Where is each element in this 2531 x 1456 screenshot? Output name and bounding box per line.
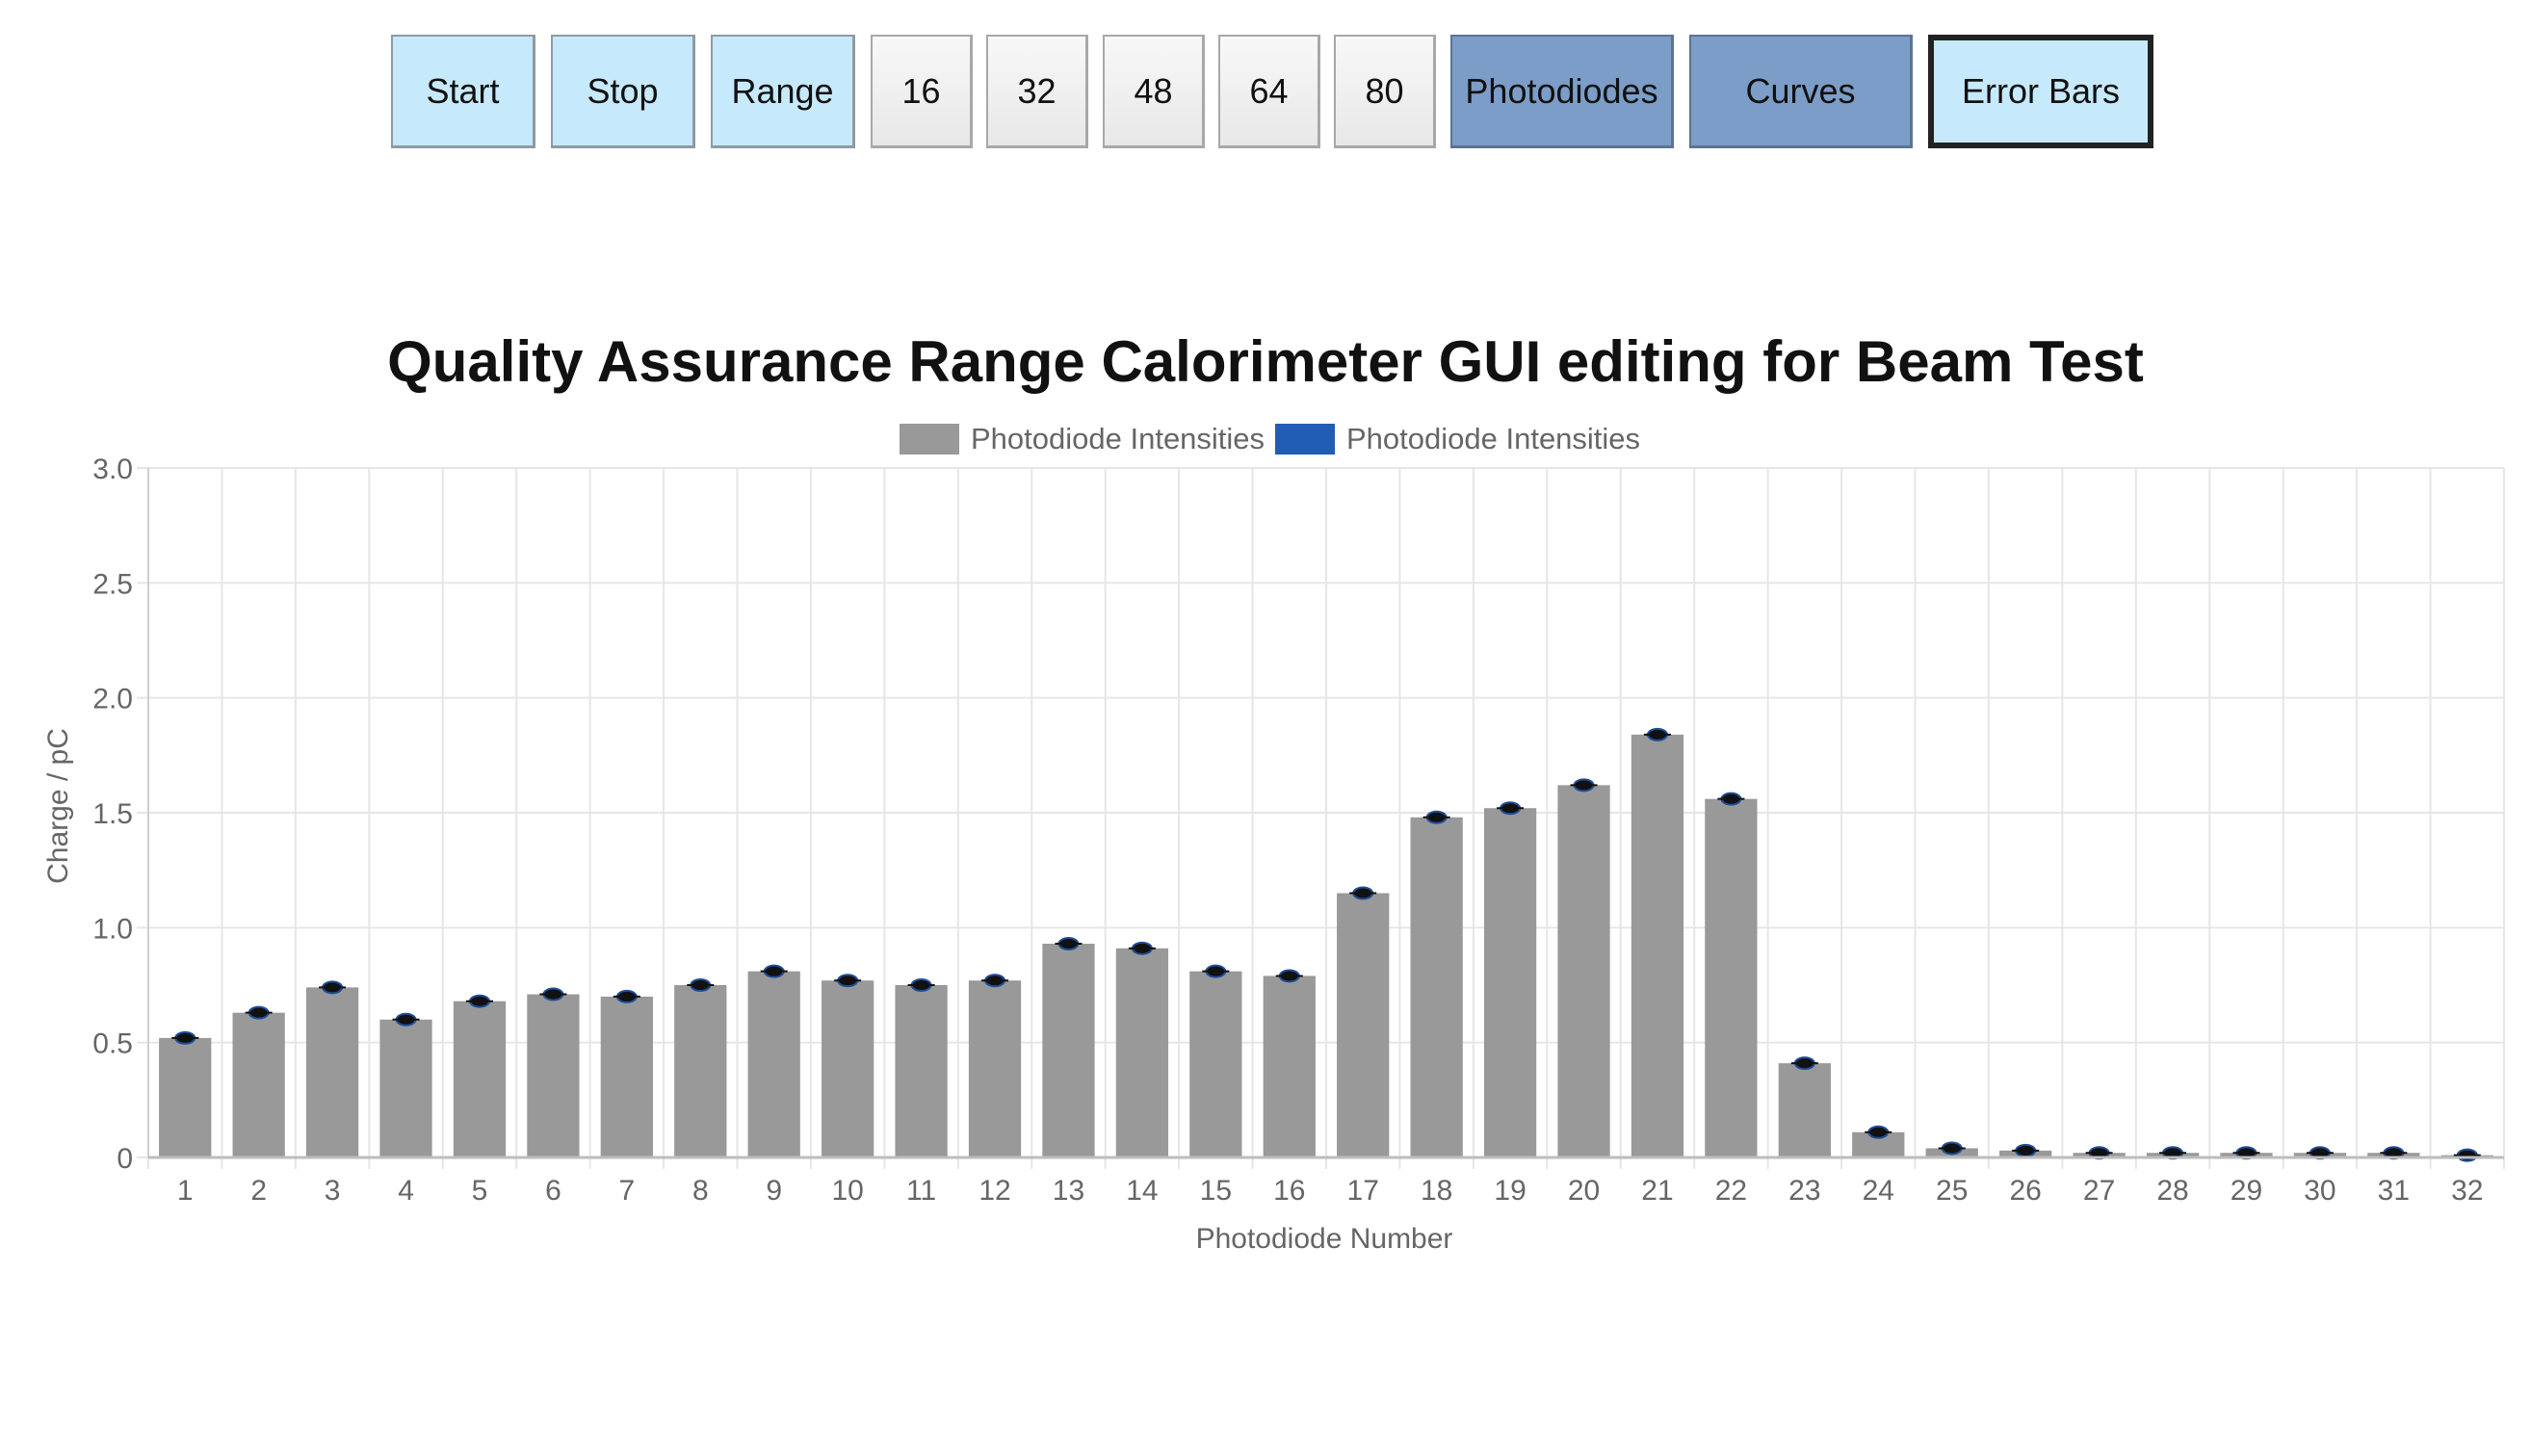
bar-photodiode-6: [527, 994, 580, 1157]
y-tick-label: 0.5: [92, 1028, 133, 1060]
bar-photodiode-1: [159, 1037, 212, 1157]
x-tick-label: 32: [2451, 1175, 2483, 1207]
channels-16-button[interactable]: 16: [871, 35, 973, 148]
channels-48-button[interactable]: 48: [1103, 35, 1205, 148]
x-tick-label: 25: [1936, 1175, 1968, 1207]
channels-32-button[interactable]: 32: [986, 35, 1088, 148]
range-button[interactable]: Range: [711, 35, 855, 148]
x-tick-label: 5: [472, 1175, 488, 1207]
bar-photodiode-8: [674, 985, 727, 1157]
bar-photodiode-2: [232, 1012, 285, 1157]
x-tick-label: 22: [1715, 1175, 1747, 1207]
x-tick-label: 15: [1200, 1175, 1232, 1207]
toolbar: Start Stop Range 16 32 48 64 80 Photodio…: [0, 35, 2531, 150]
bar-photodiode-7: [600, 996, 653, 1157]
stop-button[interactable]: Stop: [551, 35, 695, 148]
legend-swatch-photodiode-intensities-blue: [1275, 424, 1335, 455]
legend-label-photodiode-intensities-grey: Photodiode Intensities: [971, 422, 1265, 455]
x-tick-label: 7: [619, 1175, 636, 1207]
x-tick-label: 20: [1568, 1175, 1600, 1207]
x-tick-label: 28: [2156, 1175, 2188, 1207]
error-markers: [171, 727, 2481, 1162]
bar-photodiode-19: [1483, 808, 1537, 1157]
x-tick-label: 26: [2009, 1175, 2041, 1207]
bar-photodiode-16: [1263, 975, 1316, 1157]
x-tick-label: 9: [766, 1175, 782, 1207]
bar-photodiode-17: [1337, 893, 1390, 1157]
x-tick-label: 29: [2231, 1175, 2262, 1207]
x-tick-label: 19: [1494, 1175, 1526, 1207]
bar-photodiode-3: [305, 987, 359, 1157]
error-bars-button[interactable]: Error Bars: [1928, 35, 2153, 148]
x-tick-label: 8: [692, 1175, 709, 1207]
y-tick-label: 3.0: [92, 454, 133, 485]
x-tick-label: 12: [978, 1175, 1010, 1207]
x-tick-label: 1: [177, 1175, 194, 1207]
photodiodes-button[interactable]: Photodiodes: [1450, 35, 1674, 148]
y-tick-label: 1.0: [92, 913, 133, 945]
x-tick-label: 31: [2378, 1175, 2410, 1207]
y-axis-label: Charge / pC: [42, 728, 74, 884]
y-tick-label: 2.5: [92, 568, 133, 600]
x-tick-label: 11: [906, 1175, 936, 1207]
bar-photodiode-18: [1410, 817, 1463, 1157]
x-tick-label: 18: [1421, 1175, 1452, 1207]
x-tick-label: 14: [1126, 1175, 1158, 1207]
bar-photodiode-13: [1042, 944, 1095, 1157]
x-tick-label: 27: [2083, 1175, 2115, 1207]
y-tick-label: 1.5: [92, 798, 133, 830]
x-tick-label: 17: [1347, 1175, 1379, 1207]
x-tick-label: 3: [325, 1175, 341, 1207]
bar-photodiode-9: [747, 971, 800, 1157]
bar-photodiode-20: [1557, 785, 1610, 1157]
bar-photodiode-21: [1631, 734, 1684, 1157]
x-tick-label: 13: [1053, 1175, 1084, 1207]
x-tick-label: 10: [831, 1175, 863, 1207]
x-tick-label: 23: [1788, 1175, 1820, 1207]
x-tick-label: 4: [398, 1175, 414, 1207]
x-tick-label: 2: [250, 1175, 267, 1207]
curves-button[interactable]: Curves: [1689, 35, 1913, 148]
bar-photodiode-11: [895, 985, 948, 1157]
bar-photodiode-12: [968, 980, 1022, 1157]
channels-80-button[interactable]: 80: [1334, 35, 1436, 148]
y-tick-label: 2.0: [92, 684, 133, 715]
x-axis-label: Photodiode Number: [1196, 1223, 1453, 1255]
y-tick-label: 0: [117, 1143, 133, 1175]
x-tick-label: 16: [1273, 1175, 1305, 1207]
bar-photodiode-5: [453, 1001, 507, 1157]
chart-axes: 00.51.01.52.02.53.01 2 3 4 5 6 7 8 9 10 11 12 13 14 15…: [92, 454, 2504, 1207]
legend-label-photodiode-intensities-blue: Photodiode Intensities: [1346, 422, 1640, 455]
bar-photodiode-14: [1115, 948, 1169, 1157]
channels-64-button[interactable]: 64: [1218, 35, 1320, 148]
bar-photodiode-4: [379, 1019, 432, 1157]
bar-photodiode-15: [1189, 971, 1242, 1157]
x-tick-label: 21: [1641, 1175, 1673, 1207]
legend-swatch-photodiode-intensities-grey: [900, 424, 959, 455]
bar-photodiode-23: [1778, 1063, 1831, 1157]
chart-title: Quality Assurance Range Calorimeter GUI …: [387, 329, 2144, 394]
chart-legend: Photodiode Intensities Photodiode Intens…: [900, 422, 1640, 455]
bar-photodiode-10: [822, 980, 874, 1157]
bar-series: [159, 734, 2493, 1157]
x-tick-label: 24: [1863, 1175, 1894, 1207]
x-tick-label: 6: [545, 1175, 561, 1207]
bar-photodiode-22: [1705, 798, 1758, 1157]
start-button[interactable]: Start: [391, 35, 535, 148]
x-tick-label: 30: [2304, 1175, 2335, 1207]
